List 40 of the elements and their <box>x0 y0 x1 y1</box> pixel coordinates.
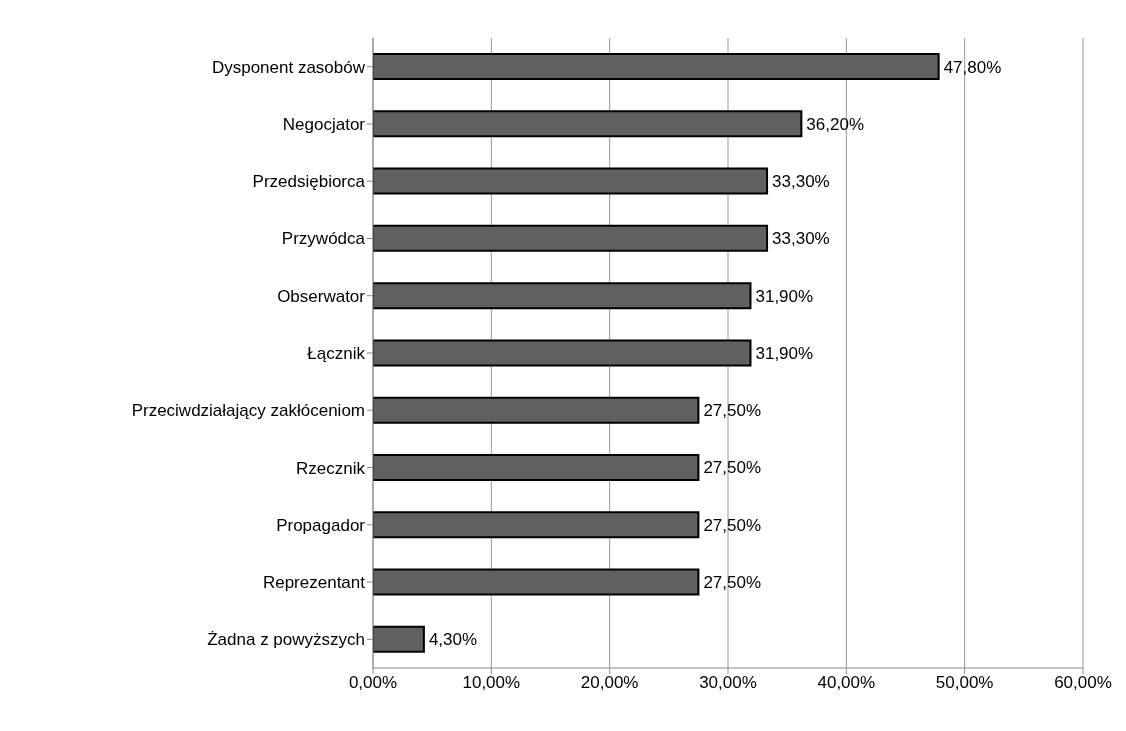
data-label: 31,90% <box>755 286 814 306</box>
data-label: 27,50% <box>703 458 762 478</box>
y-tick-label: Propagador <box>276 515 366 535</box>
bar <box>373 53 940 81</box>
data-label: 31,90% <box>755 343 814 363</box>
bar <box>373 167 769 195</box>
data-label: 36,20% <box>806 114 865 134</box>
bar <box>373 625 425 653</box>
bar <box>373 110 803 138</box>
data-label: 27,50% <box>703 401 762 421</box>
x-tick-label: 50,00% <box>935 673 994 693</box>
x-tick-label: 0,00% <box>348 673 398 693</box>
y-tick-label: Negocjator <box>282 114 366 134</box>
y-tick-label: Reprezentant <box>262 573 366 593</box>
y-tick-label: Żadna z powyższych <box>207 630 365 650</box>
bar <box>373 453 700 481</box>
bar <box>373 511 700 539</box>
x-tick-label: 30,00% <box>699 673 757 693</box>
data-label: 33,30% <box>772 172 830 192</box>
bar <box>373 282 752 310</box>
data-label: 27,50% <box>703 515 762 535</box>
bar <box>373 396 700 424</box>
x-tick-label: 20,00% <box>580 673 639 693</box>
data-label: 33,30% <box>772 229 830 249</box>
y-tick-label: Przedsiębiorca <box>252 172 366 192</box>
bar <box>373 224 769 252</box>
data-label: 47,80% <box>943 57 1002 77</box>
data-label: 4,30% <box>428 630 478 650</box>
bar <box>373 339 752 367</box>
x-tick-label: 10,00% <box>462 673 521 693</box>
y-tick-label: Przeciwdziałający zakłóceniom <box>131 401 365 421</box>
data-label: 27,50% <box>703 573 762 593</box>
y-tick-label: Obserwator <box>277 286 366 306</box>
bar <box>373 568 700 596</box>
x-tick-label: 60,00% <box>1054 673 1112 693</box>
x-tick-label: 40,00% <box>817 673 876 693</box>
y-tick-label: Dysponent zasobów <box>211 57 366 77</box>
y-tick-label: Rzecznik <box>296 458 366 478</box>
y-tick-label: Łącznik <box>307 344 366 364</box>
y-tick-label: Przywódca <box>281 229 366 249</box>
